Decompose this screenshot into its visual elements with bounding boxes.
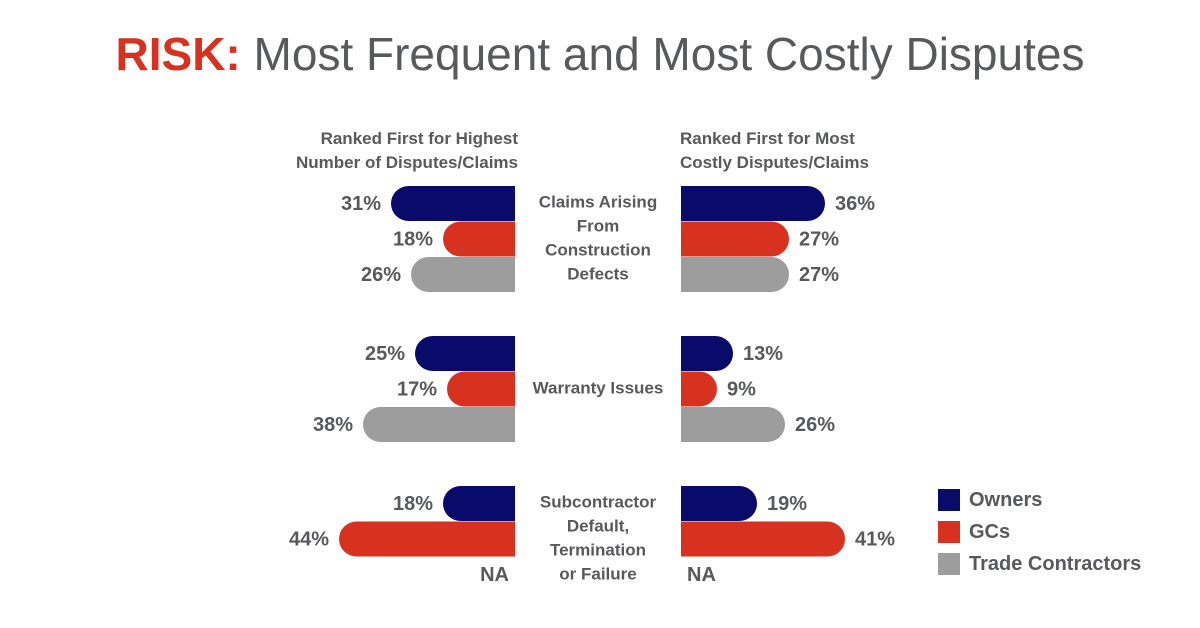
legend-label-owners: Owners	[969, 488, 1043, 511]
bar-costly-owners	[681, 186, 825, 221]
category-label-line: Construction	[545, 240, 651, 259]
data-label-costly-gcs: 9%	[727, 378, 756, 400]
legend-label-gcs: GCs	[969, 520, 1011, 543]
data-label-costly-trade-contractors: 26%	[795, 414, 835, 436]
bar-costly-trade-contractors	[681, 257, 790, 292]
legend: Owners GCs Trade Contractors	[938, 484, 1141, 580]
title-rest: Most Frequent and Most Costly Disputes	[240, 28, 1085, 80]
category-label-line: Subcontractor	[540, 492, 657, 511]
bar-frequent-owners	[443, 486, 515, 521]
page-title: RISK: Most Frequent and Most Costly Disp…	[0, 26, 1200, 82]
na-label-costly-trade-contractors: NA	[687, 564, 716, 586]
category-label-line: Warranty Issues	[533, 378, 664, 397]
bar-frequent-gcs	[339, 521, 515, 557]
legend-swatch-gcs	[938, 521, 960, 543]
na-label-frequent-trade-contractors: NA	[480, 564, 509, 586]
bar-frequent-gcs	[443, 221, 515, 257]
legend-item-owners: Owners	[938, 484, 1141, 516]
left-panel-heading: Ranked First for Highest Number of Dispu…	[218, 127, 518, 175]
bar-frequent-trade-contractors	[411, 257, 515, 292]
bar-frequent-owners	[415, 336, 515, 371]
bar-frequent-trade-contractors	[363, 407, 515, 442]
bar-costly-owners	[681, 486, 758, 521]
legend-swatch-trade-contractors	[938, 553, 960, 575]
bar-costly-gcs	[681, 221, 790, 257]
left-heading-line1: Ranked First for Highest	[320, 129, 518, 148]
bar-costly-owners	[681, 336, 733, 371]
data-label-costly-trade-contractors: 27%	[799, 264, 839, 286]
data-label-frequent-owners: 25%	[365, 343, 405, 365]
category-label-line: Default,	[567, 516, 629, 535]
bar-frequent-gcs	[447, 371, 515, 407]
category-label-line: Termination	[550, 540, 646, 559]
bar-costly-trade-contractors	[681, 407, 785, 442]
category-label-line: or Failure	[559, 564, 636, 583]
left-heading-line2: Number of Disputes/Claims	[296, 153, 518, 172]
category-label-line: From	[577, 216, 620, 235]
title-accent: RISK:	[115, 28, 241, 80]
legend-item-gcs: GCs	[938, 516, 1141, 548]
bar-costly-gcs	[681, 371, 717, 407]
bar-costly-gcs	[681, 521, 845, 557]
data-label-costly-gcs: 41%	[855, 528, 895, 550]
data-label-frequent-owners: 18%	[393, 493, 433, 515]
right-heading-line1: Ranked First for Most	[680, 129, 855, 148]
data-label-costly-owners: 13%	[743, 343, 783, 365]
data-label-frequent-trade-contractors: 38%	[313, 414, 353, 436]
legend-label-trade-contractors: Trade Contractors	[969, 552, 1142, 575]
data-label-costly-owners: 36%	[835, 193, 875, 215]
data-label-frequent-gcs: 44%	[289, 528, 329, 550]
category-label-line: Defects	[567, 264, 628, 283]
data-label-frequent-trade-contractors: 26%	[361, 264, 401, 286]
category-label-line: Claims Arising	[539, 192, 657, 211]
right-panel-heading: Ranked First for Most Costly Disputes/Cl…	[680, 127, 980, 175]
legend-item-trade-contractors: Trade Contractors	[938, 548, 1141, 580]
data-label-costly-owners: 19%	[767, 493, 807, 515]
right-heading-line2: Costly Disputes/Claims	[680, 153, 869, 172]
data-label-costly-gcs: 27%	[799, 228, 839, 250]
bar-frequent-owners	[391, 186, 515, 221]
data-label-frequent-gcs: 17%	[397, 378, 437, 400]
data-label-frequent-owners: 31%	[341, 193, 381, 215]
data-label-frequent-gcs: 18%	[393, 228, 433, 250]
legend-swatch-owners	[938, 489, 960, 511]
